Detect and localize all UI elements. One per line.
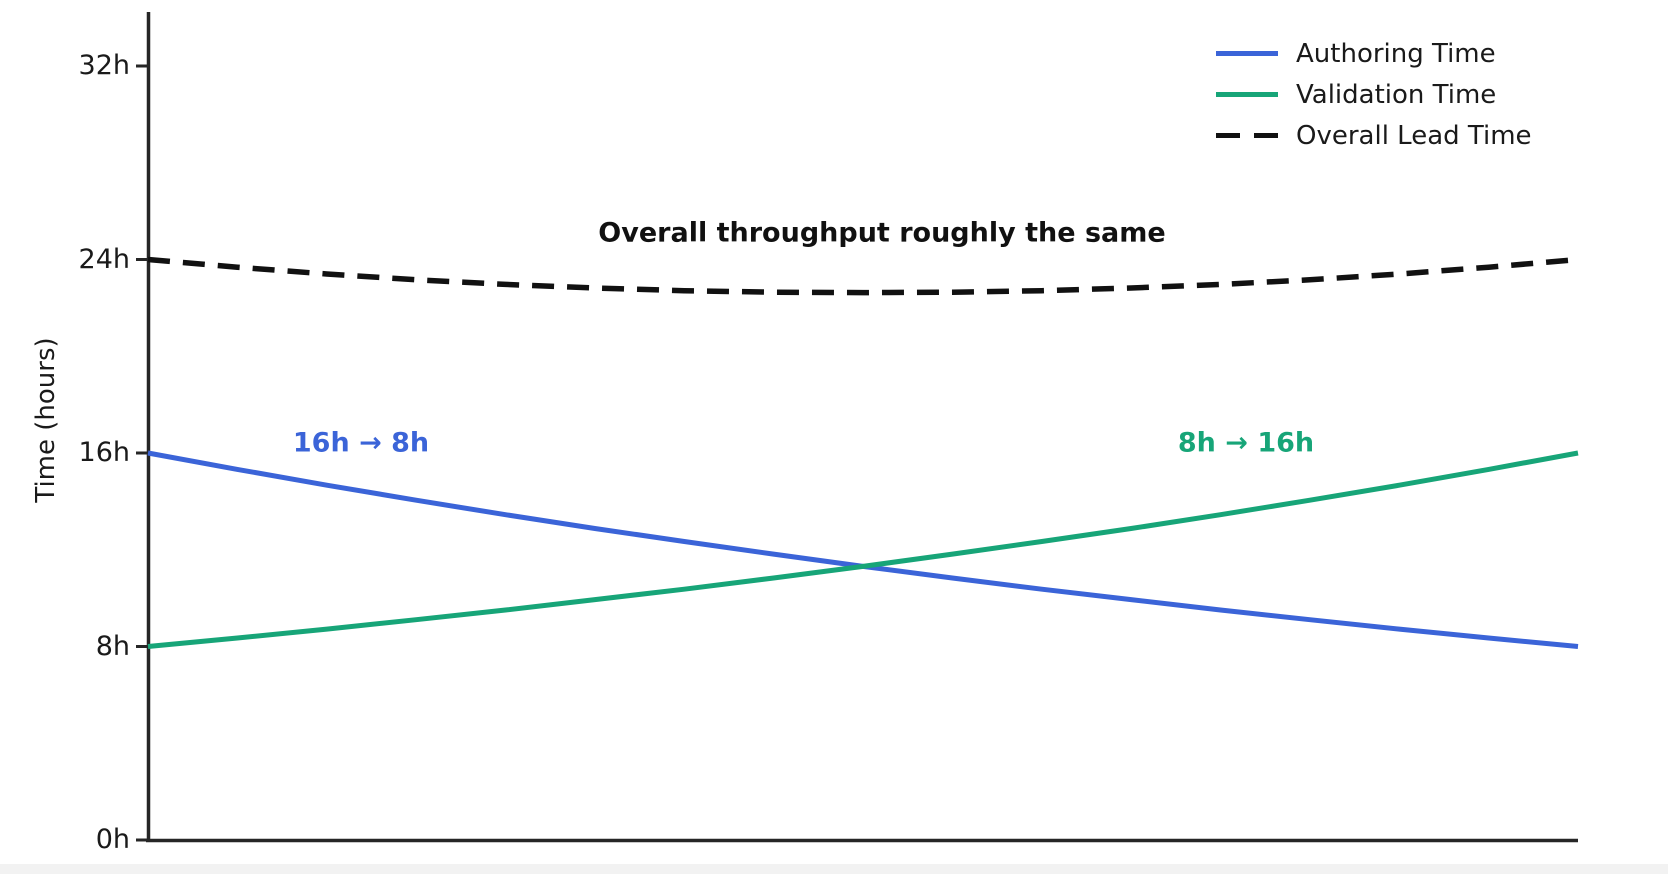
series-line-validation-time xyxy=(147,450,1579,649)
bottom-edge-strip xyxy=(0,864,1668,874)
legend: Authoring Time Validation Time Overall Lea… xyxy=(1216,33,1532,156)
legend-label: Validation Time xyxy=(1296,79,1497,110)
annotation-validation-change: 8h → 16h xyxy=(1177,427,1315,459)
series-line-overall-lead-time xyxy=(147,256,1579,296)
legend-dashed-line-swatch xyxy=(1216,133,1278,138)
annotation-authoring-change: 16h → 8h xyxy=(292,427,430,459)
legend-item-overall-lead-time: Overall Lead Time xyxy=(1216,115,1532,156)
legend-label: Authoring Time xyxy=(1296,38,1496,69)
y-tick-label: 0h xyxy=(95,824,130,855)
legend-item-authoring-time: Authoring Time xyxy=(1216,33,1532,74)
annotation-overall-note: Overall throughput roughly the same xyxy=(598,217,1166,249)
y-tick-label: 8h xyxy=(95,630,130,662)
legend-line-swatch xyxy=(1216,92,1278,97)
legend-line-swatch xyxy=(1216,51,1278,56)
series-line-authoring-time xyxy=(147,450,1579,649)
legend-item-validation-time: Validation Time xyxy=(1216,74,1532,115)
y-axis-title: Time (hours) xyxy=(31,337,61,503)
y-tick-label: 24h xyxy=(78,243,130,275)
y-tick-label: 32h xyxy=(78,50,130,81)
legend-label: Overall Lead Time xyxy=(1296,120,1532,151)
y-tick-label: 16h xyxy=(78,437,130,468)
